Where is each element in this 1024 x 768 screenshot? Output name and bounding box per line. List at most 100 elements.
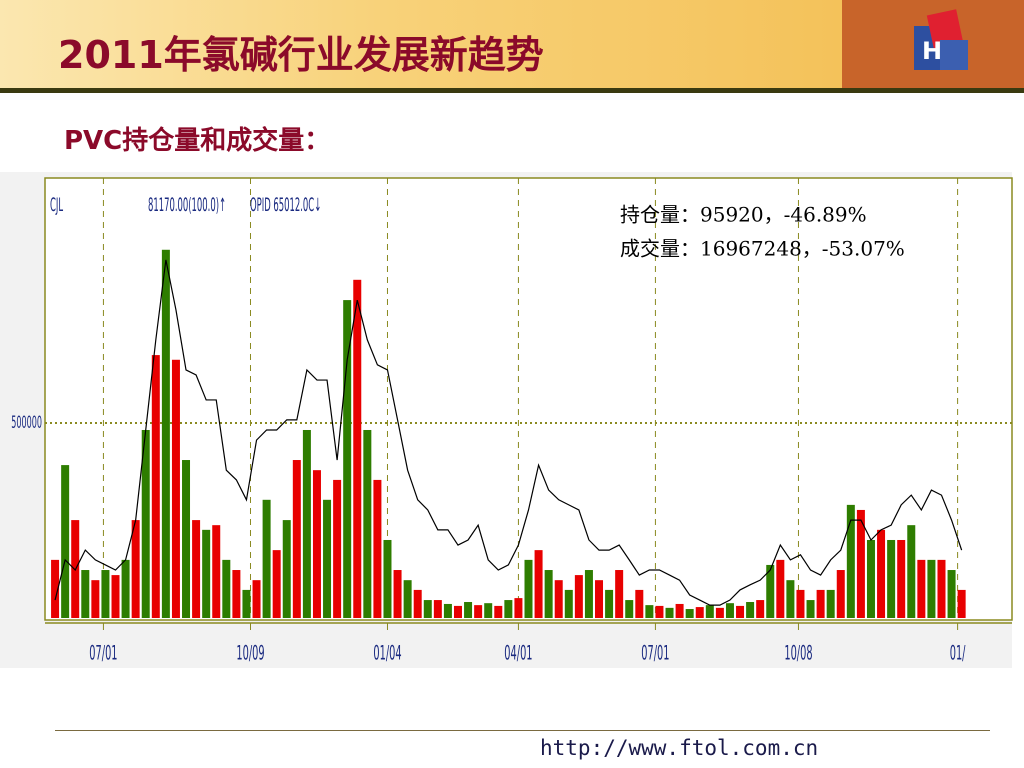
bar (403, 580, 412, 618)
bar (826, 589, 835, 618)
x-tick-label: 04/01 (504, 642, 532, 665)
bar (816, 589, 825, 618)
bar (171, 359, 180, 618)
x-tick-label: 01/ (950, 642, 966, 665)
bar (383, 539, 392, 618)
bar (161, 249, 170, 618)
bar (433, 600, 442, 618)
logo-block (926, 9, 964, 49)
bar (282, 520, 291, 618)
bar (222, 559, 231, 618)
bar (453, 605, 462, 618)
x-tick-label: 01/04 (373, 642, 401, 665)
bar (786, 580, 795, 618)
chart-label: CJL (50, 196, 63, 217)
bar (413, 589, 422, 618)
bar (756, 600, 765, 618)
bar (806, 600, 815, 618)
slide-subtitle: PVC持仓量和成交量： (64, 126, 331, 156)
bar (182, 460, 191, 618)
bar (363, 429, 372, 618)
bar (343, 300, 352, 618)
bar (111, 575, 120, 618)
bar (423, 600, 432, 618)
bar (252, 580, 261, 618)
bar (595, 580, 604, 618)
bar (766, 564, 775, 618)
chart-label: 81170.00(100.0)↑ (148, 196, 226, 217)
bar (141, 429, 150, 618)
bar (846, 504, 855, 618)
logo: H (914, 9, 968, 70)
slide-title: 2011年氯碱行业发展新趋势 (58, 33, 544, 77)
bar (91, 580, 100, 618)
bar (907, 525, 916, 618)
header-rule (0, 88, 1024, 93)
bar (494, 605, 503, 618)
bar (856, 509, 865, 618)
bar (524, 559, 533, 618)
annotation: 成交量：16967248，-53.07% (620, 237, 905, 261)
bar (705, 605, 714, 618)
bar (736, 605, 745, 618)
logo-block (940, 40, 968, 70)
bar (323, 499, 332, 618)
bar (887, 539, 896, 618)
x-tick-label: 10/09 (236, 642, 264, 665)
bar (131, 520, 140, 618)
bar (333, 479, 342, 618)
chart: 500000 07/01 10/09 01/04 04/01 07/01 10/08 01/C… (0, 172, 1013, 668)
bar (534, 550, 543, 618)
bar (373, 479, 382, 618)
bar (957, 589, 966, 618)
bar (192, 520, 201, 618)
bar (474, 605, 483, 618)
bar (866, 539, 875, 618)
bar (242, 589, 251, 618)
bar (151, 355, 160, 618)
bar (272, 550, 281, 618)
bar (605, 589, 614, 618)
annotation: 持仓量：95920，-46.89% (620, 203, 867, 227)
bar (302, 429, 311, 618)
bar (443, 603, 452, 618)
bar (484, 603, 493, 618)
x-tick-label: 07/01 (89, 642, 117, 665)
bar (353, 279, 362, 618)
y-tick-label: 500000 (11, 414, 42, 433)
bar (937, 559, 946, 618)
bar (574, 575, 583, 618)
bar (615, 570, 624, 618)
footer-url: http://www.ftol.com.cn (540, 736, 819, 760)
bar (625, 600, 634, 618)
bar (796, 589, 805, 618)
bar (917, 559, 926, 618)
bar (262, 499, 271, 618)
bar (554, 580, 563, 618)
bar (212, 525, 221, 618)
bar (61, 465, 70, 618)
line (54, 259, 963, 606)
x-tick-label: 07/01 (641, 642, 669, 665)
bar (81, 570, 90, 618)
header-band (0, 0, 842, 88)
bar (746, 602, 755, 618)
bar (504, 600, 513, 618)
bar (514, 598, 523, 618)
bar (836, 570, 845, 618)
bar (121, 559, 130, 618)
bar (776, 559, 785, 618)
chart-label: OPID 65012.0C↓ (250, 196, 321, 217)
bar (393, 570, 402, 618)
bar (635, 589, 644, 618)
x-tick-label: 10/08 (784, 642, 812, 665)
bar (877, 529, 886, 618)
bar (897, 539, 906, 618)
bar (927, 559, 936, 618)
bar (202, 529, 211, 618)
bar (544, 570, 553, 618)
bar (715, 607, 724, 618)
bar (947, 570, 956, 618)
bar (665, 607, 674, 618)
